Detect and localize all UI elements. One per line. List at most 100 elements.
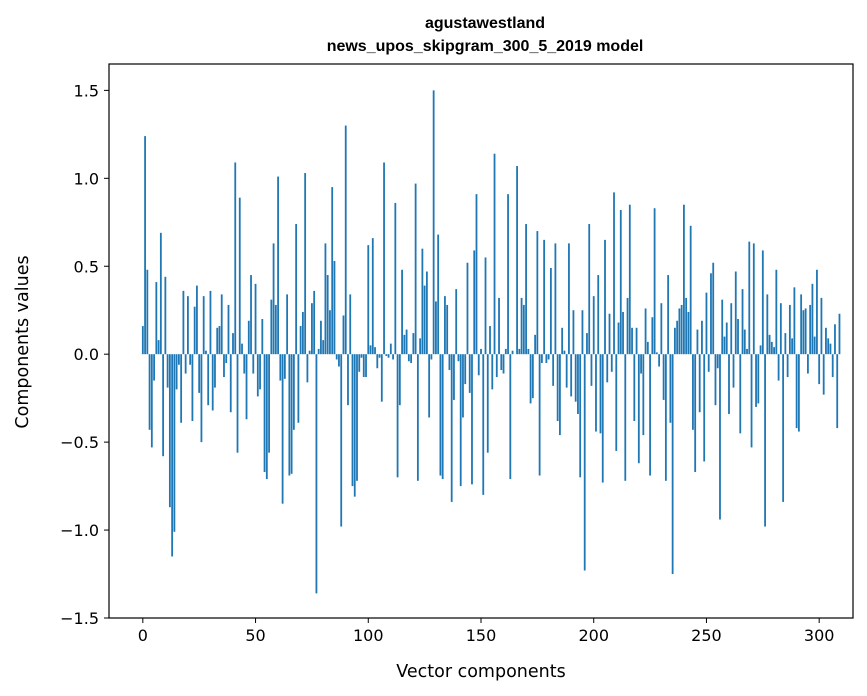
- bar: [333, 260, 336, 355]
- bar: [757, 354, 760, 404]
- bar: [802, 310, 805, 355]
- bar: [572, 310, 575, 355]
- bar: [450, 354, 453, 502]
- bar: [360, 354, 363, 358]
- bar: [247, 320, 250, 355]
- bar: [229, 354, 232, 413]
- bar: [464, 354, 467, 385]
- y-axis: −1.5 −1.0 −0.5 0.0 0.5 1.0 1.5: [60, 81, 109, 628]
- x-tick-label: 200: [578, 626, 609, 645]
- bar: [365, 354, 367, 378]
- bar: [441, 354, 444, 480]
- bar: [405, 329, 408, 355]
- bar: [453, 354, 455, 400]
- bar: [489, 326, 491, 355]
- bar: [786, 354, 789, 378]
- bar: [358, 354, 361, 372]
- bar: [531, 354, 534, 399]
- bar: [644, 308, 647, 355]
- bar: [394, 202, 397, 355]
- bar: [500, 354, 503, 371]
- bar: [547, 354, 550, 360]
- bar: [414, 183, 417, 355]
- x-axis-label: Vector components: [396, 662, 565, 682]
- bar: [466, 262, 469, 355]
- bar: [448, 354, 451, 371]
- bar: [619, 209, 622, 355]
- y-tick-label: −0.5: [60, 433, 99, 452]
- bar: [831, 354, 834, 378]
- bar: [455, 289, 458, 355]
- bar: [374, 347, 376, 355]
- bar: [254, 283, 257, 355]
- bar: [507, 194, 509, 355]
- bar: [529, 354, 532, 404]
- bar: [660, 303, 663, 355]
- bar: [624, 354, 627, 481]
- bar: [187, 296, 189, 355]
- bar: [545, 354, 548, 363]
- bar: [719, 354, 721, 520]
- bar: [770, 341, 773, 355]
- bar: [568, 243, 570, 355]
- bar: [331, 187, 334, 355]
- bar: [549, 268, 552, 355]
- bar: [651, 317, 654, 355]
- bar: [777, 354, 780, 381]
- bar: [669, 354, 672, 423]
- bar: [462, 354, 464, 418]
- x-tick-label: 100: [353, 626, 384, 645]
- bar: [664, 354, 667, 481]
- bar: [725, 322, 728, 355]
- bar: [504, 348, 507, 355]
- bar: [324, 243, 327, 355]
- bar: [144, 136, 146, 355]
- bar: [216, 327, 219, 355]
- bar: [265, 354, 268, 480]
- bar: [748, 241, 751, 355]
- bar: [270, 299, 273, 355]
- bar: [779, 303, 782, 355]
- bar: [166, 354, 169, 388]
- bar: [570, 354, 573, 397]
- bar: [595, 354, 597, 432]
- bar: [317, 348, 320, 355]
- bar: [606, 354, 609, 383]
- bar: [342, 315, 345, 355]
- bar: [283, 354, 286, 379]
- bar: [281, 354, 284, 504]
- bar: [527, 348, 530, 355]
- bar: [326, 275, 329, 355]
- x-tick-label: 50: [245, 626, 265, 645]
- bar: [752, 243, 755, 355]
- bar: [236, 354, 239, 453]
- x-tick-label: 250: [691, 626, 722, 645]
- bar: [150, 354, 153, 448]
- bar: [667, 275, 670, 355]
- bar: [673, 327, 676, 355]
- bar: [376, 354, 379, 369]
- bar: [164, 276, 167, 355]
- bar: [498, 297, 500, 355]
- bar: [148, 354, 151, 430]
- bar: [338, 354, 340, 367]
- bar: [631, 327, 633, 355]
- bar: [511, 350, 514, 355]
- bar: [518, 348, 521, 355]
- x-axis: 0 50 100 150 200 250 300: [138, 618, 834, 645]
- bar: [301, 311, 304, 355]
- bar: [311, 303, 313, 355]
- bar: [437, 234, 440, 355]
- bar: [320, 320, 322, 355]
- bar: [279, 354, 282, 381]
- bar: [807, 354, 809, 374]
- bar: [491, 354, 494, 390]
- bar: [238, 197, 241, 355]
- bar: [168, 354, 171, 508]
- bar: [153, 354, 155, 381]
- bar: [583, 354, 586, 571]
- bar: [538, 354, 541, 476]
- bar: [412, 333, 415, 355]
- bar: [696, 329, 699, 355]
- bar: [617, 322, 620, 355]
